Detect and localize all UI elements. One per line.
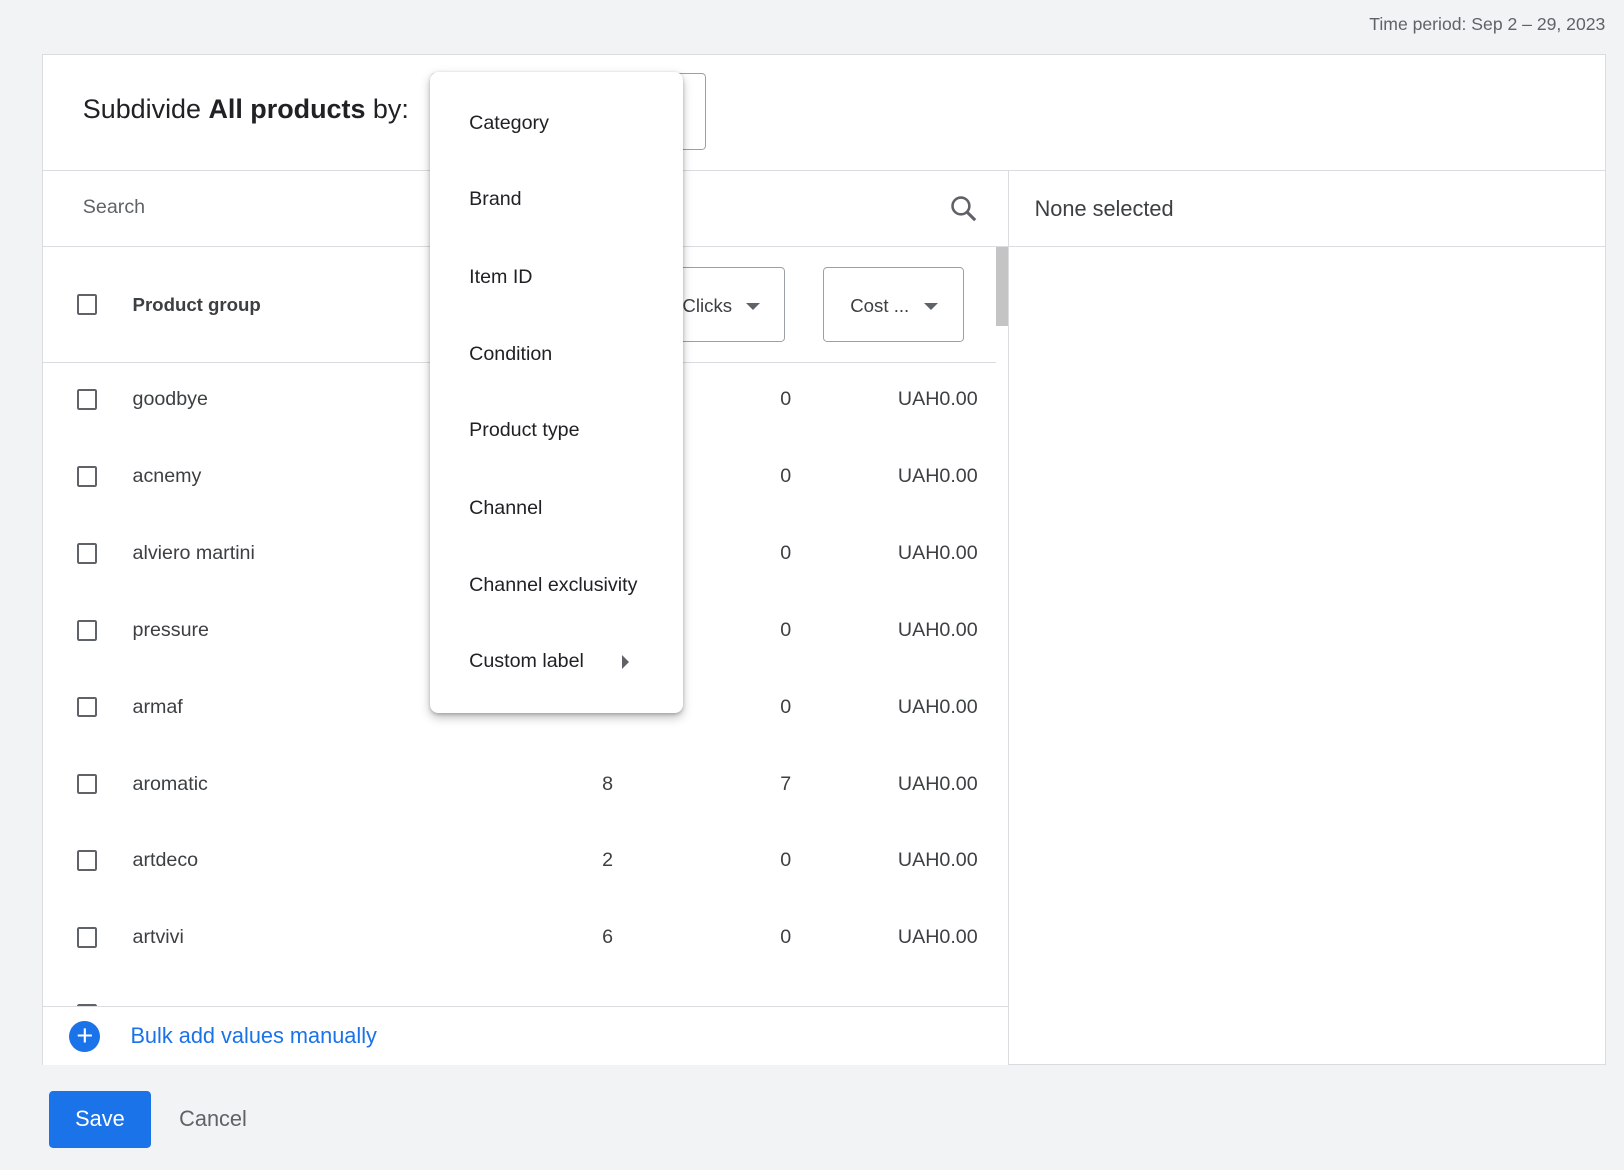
table-row[interactable]: artvivi 6 0 UAH0.00	[43, 901, 996, 978]
clicks-value: 0	[780, 388, 792, 411]
save-button[interactable]: Save	[48, 1090, 152, 1148]
table-row[interactable]: acnemy 0 UAH0.00	[43, 440, 996, 517]
page-title: Subdivide All products by:	[83, 94, 409, 125]
search-icon[interactable]	[948, 193, 979, 229]
row-checkbox[interactable]	[76, 466, 98, 487]
impressions-value: 2	[602, 849, 614, 872]
product-group-name: acnemy	[132, 465, 202, 488]
impressions-value: 8	[602, 772, 614, 795]
product-group-name: alviero martini	[132, 542, 255, 564]
row-checkbox[interactable]	[76, 1004, 98, 1006]
dimension-menu: Category Brand Item ID Condition Product…	[429, 72, 683, 713]
product-group-name: pressure	[132, 618, 209, 641]
table-row[interactable]: alviero martini 0 UAH0.00	[43, 517, 996, 594]
product-group-name: aromatic	[132, 772, 208, 795]
menu-item-custom-label[interactable]: Custom label	[469, 650, 584, 673]
row-checkbox[interactable]	[76, 696, 98, 718]
menu-item-brand[interactable]: Brand	[469, 188, 522, 211]
select-all-checkbox[interactable]	[76, 294, 98, 315]
menu-item-item-id[interactable]: Item ID	[469, 266, 533, 289]
cost-value: UAH0.00	[897, 618, 978, 641]
table-footer: + Bulk add values manually	[43, 1005, 1008, 1065]
menu-item-channel[interactable]: Channel	[469, 497, 543, 520]
clicks-label: Clicks	[682, 295, 733, 317]
pane-divider	[1007, 169, 1009, 1064]
search-input[interactable]: Search	[82, 195, 146, 218]
column-product-group[interactable]: Product group	[132, 294, 261, 316]
product-group-name: armaf	[132, 695, 183, 718]
product-group-name: goodbye	[132, 388, 208, 411]
product-group-name: artvivi	[132, 926, 184, 949]
title-suffix: by:	[365, 94, 409, 125]
table-body: goodbye 0 UAH0.00 acnemy 0 UAH0.00 alviero mar…	[43, 363, 996, 1006]
cancel-button[interactable]: Cancel	[179, 1106, 247, 1132]
clicks-value: 0	[780, 618, 792, 641]
clicks-value: 0	[780, 849, 792, 872]
clicks-value: 0	[780, 926, 792, 949]
title-bold: All products	[208, 94, 366, 125]
clicks-value: 0	[780, 542, 792, 564]
clicks-value: 0	[780, 465, 792, 488]
time-period: Time period: Sep 2 – 29, 2023	[1369, 14, 1606, 35]
cost-value: UAH0.00	[897, 388, 978, 411]
table-row[interactable]: aromatic 8 7 UAH0.00	[43, 748, 996, 825]
cost-value: UAH0.00	[897, 695, 978, 718]
row-checkbox[interactable]	[76, 619, 98, 641]
cost-label: Cost ...	[850, 295, 910, 317]
row-checkbox[interactable]	[76, 543, 98, 564]
title-prefix: Subdivide	[82, 94, 209, 125]
cost-value: UAH0.00	[897, 849, 978, 872]
menu-item-channel-exclusivity[interactable]: Channel exclusivity	[469, 573, 638, 596]
table-row[interactable]: pressure 0 UAH0.00	[43, 594, 996, 671]
column-cost-button[interactable]: Cost ...	[823, 267, 965, 342]
subdivide-panel: Subdivide All products by: Search None s…	[42, 53, 1607, 1065]
menu-item-condition[interactable]: Condition	[469, 342, 553, 365]
submenu-arrow-icon	[622, 654, 630, 669]
divider	[43, 169, 1606, 171]
table-row[interactable]: artdeco 2 0 UAH0.00	[43, 825, 996, 902]
row-checkbox[interactable]	[76, 389, 98, 411]
clicks-value: 7	[780, 772, 792, 795]
menu-item-category[interactable]: Category	[469, 111, 549, 134]
row-checkbox[interactable]	[76, 850, 98, 872]
bulk-add-link[interactable]: Bulk add values manually	[130, 1023, 377, 1049]
row-checkbox[interactable]	[76, 927, 98, 948]
menu-item-product-type[interactable]: Product type	[469, 419, 580, 442]
product-group-name: artdeco	[132, 849, 199, 872]
cost-value: UAH0.00	[897, 465, 978, 488]
table-row-partial	[43, 978, 996, 1006]
impressions-value: 6	[602, 926, 614, 949]
selection-empty-text: None selected	[1034, 195, 1174, 221]
divider	[43, 246, 1606, 248]
add-icon[interactable]: +	[69, 1021, 101, 1053]
row-checkbox[interactable]	[76, 773, 98, 795]
cost-value: UAH0.00	[897, 542, 978, 564]
table-row[interactable]: armaf20UAH0.00	[43, 671, 996, 748]
clicks-value: 0	[780, 695, 792, 718]
cost-value: UAH0.00	[897, 772, 978, 795]
scrollbar[interactable]	[996, 247, 1008, 327]
dropdown-arrow-icon	[923, 303, 938, 311]
table-row[interactable]: goodbye 0 UAH0.00	[43, 363, 996, 440]
cost-value: UAH0.00	[897, 926, 978, 949]
dropdown-arrow-icon	[745, 303, 760, 311]
